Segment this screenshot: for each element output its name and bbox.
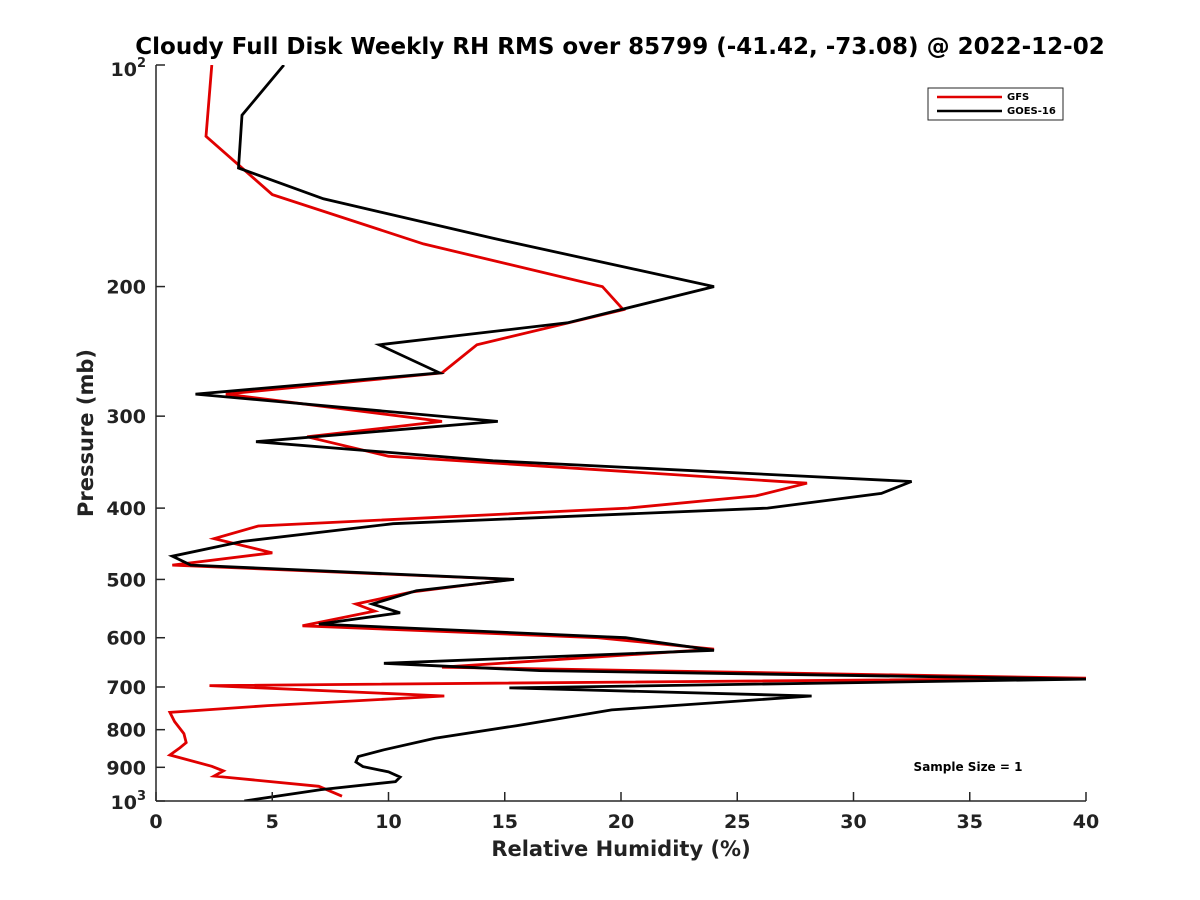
y-tick-label: 800 xyxy=(106,720,146,742)
x-tick-label: 40 xyxy=(1073,811,1099,833)
series-layer xyxy=(166,65,1086,801)
plot-area: 0 5 10 15 20 25 30 35 40 200 300 400 500 600 700 800 90… xyxy=(106,56,1099,833)
legend: GFS GOES-16 xyxy=(927,87,1064,121)
y-bottom-tick-label: 103 xyxy=(111,789,147,814)
y-tick-label: 600 xyxy=(106,628,146,650)
y-tick-label: 900 xyxy=(106,757,146,779)
series-line-gfs xyxy=(166,65,1086,798)
legend-gfs-label: GFS xyxy=(1007,92,1029,103)
x-axis-ticks: 0 5 10 15 20 25 30 35 40 xyxy=(149,792,1099,833)
x-tick-label: 30 xyxy=(840,811,866,833)
y-tick-label: 300 xyxy=(106,406,146,428)
series-line-goes16 xyxy=(167,65,1086,801)
x-tick-label: 5 xyxy=(266,811,279,833)
sample-size-annotation: Sample Size = 1 xyxy=(914,760,1023,774)
x-tick-label: 35 xyxy=(957,811,983,833)
y-tick-label: 400 xyxy=(106,498,146,520)
x-tick-label: 25 xyxy=(724,811,750,833)
y-tick-label: 200 xyxy=(106,277,146,299)
x-tick-label: 10 xyxy=(375,811,401,833)
y-top-tick-label: 102 xyxy=(111,56,147,81)
x-tick-label: 15 xyxy=(492,811,518,833)
x-axis-label: Relative Humidity (%) xyxy=(491,837,750,861)
y-tick-label: 700 xyxy=(106,677,146,699)
chart-title: Cloudy Full Disk Weekly RH RMS over 8579… xyxy=(135,34,1104,60)
y-tick-label: 500 xyxy=(106,569,146,591)
y-axis-ticks: 200 300 400 500 600 700 800 900 xyxy=(106,64,165,802)
legend-goes16-label: GOES-16 xyxy=(1007,106,1056,117)
x-tick-label: 0 xyxy=(149,811,162,833)
x-tick-label: 20 xyxy=(608,811,634,833)
legend-box xyxy=(927,87,1064,121)
y-axis-label: Pressure (mb) xyxy=(74,349,98,517)
